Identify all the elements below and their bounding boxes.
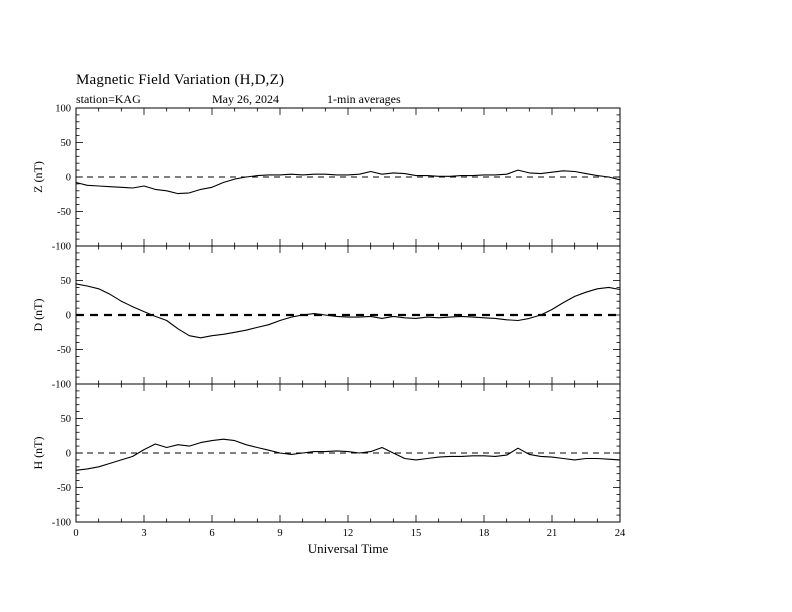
y-tick-labels: 50 0 -50 -100: [52, 276, 71, 391]
svg-text:3: 3: [141, 528, 146, 539]
svg-text:0: 0: [66, 449, 71, 460]
date-label: May 26, 2024: [212, 92, 279, 106]
y-axis-label-h: H (nT): [31, 437, 45, 470]
svg-text:50: 50: [61, 276, 72, 287]
svg-text:15: 15: [411, 528, 422, 539]
y-tick-labels: 100 50 0 -50 -100: [52, 104, 71, 253]
x-axis-ticks: [98, 108, 598, 246]
panel-d: 50 0 -50 -100 D (nT): [31, 245, 621, 391]
panel-z: 100 50 0 -50 -100 Z (nT): [31, 104, 621, 253]
x-axis-ticks: [98, 246, 598, 384]
averaging-label: 1-min averages: [327, 92, 401, 106]
svg-text:21: 21: [547, 528, 558, 539]
y-axis-ticks: [76, 252, 620, 378]
data-trace-h: [75, 438, 621, 471]
svg-text:24: 24: [615, 528, 626, 539]
svg-text:0: 0: [73, 528, 78, 539]
panel-h: 50 0 -50 -100 H (nT): [31, 383, 621, 529]
svg-text:-100: -100: [52, 380, 71, 391]
y-axis-label-d: D (nT): [31, 299, 45, 332]
chart-title: Magnetic Field Variation (H,D,Z): [76, 72, 285, 88]
data-trace-d: [75, 283, 621, 339]
svg-text:6: 6: [209, 528, 214, 539]
svg-text:-100: -100: [52, 518, 71, 529]
station-label: station=KAG: [76, 92, 141, 106]
y-axis-ticks: [76, 114, 620, 240]
x-axis-title: Universal Time: [307, 541, 389, 556]
svg-text:18: 18: [479, 528, 490, 539]
svg-text:12: 12: [343, 528, 354, 539]
y-tick-labels: 50 0 -50 -100: [52, 414, 71, 529]
svg-text:0: 0: [66, 173, 71, 184]
svg-text:-50: -50: [57, 345, 71, 356]
svg-text:50: 50: [61, 138, 72, 149]
data-trace-z: [75, 169, 621, 195]
x-tick-labels: 0 3 6 9 12 15 18 21 24: [73, 528, 626, 539]
y-axis-label-z: Z (nT): [31, 161, 45, 193]
svg-text:9: 9: [277, 528, 282, 539]
svg-text:50: 50: [61, 414, 72, 425]
svg-text:100: 100: [55, 104, 71, 115]
svg-text:-100: -100: [52, 242, 71, 253]
svg-text:-50: -50: [57, 207, 71, 218]
x-axis-ticks: [98, 384, 598, 522]
svg-text:-50: -50: [57, 483, 71, 494]
svg-text:0: 0: [66, 311, 71, 322]
